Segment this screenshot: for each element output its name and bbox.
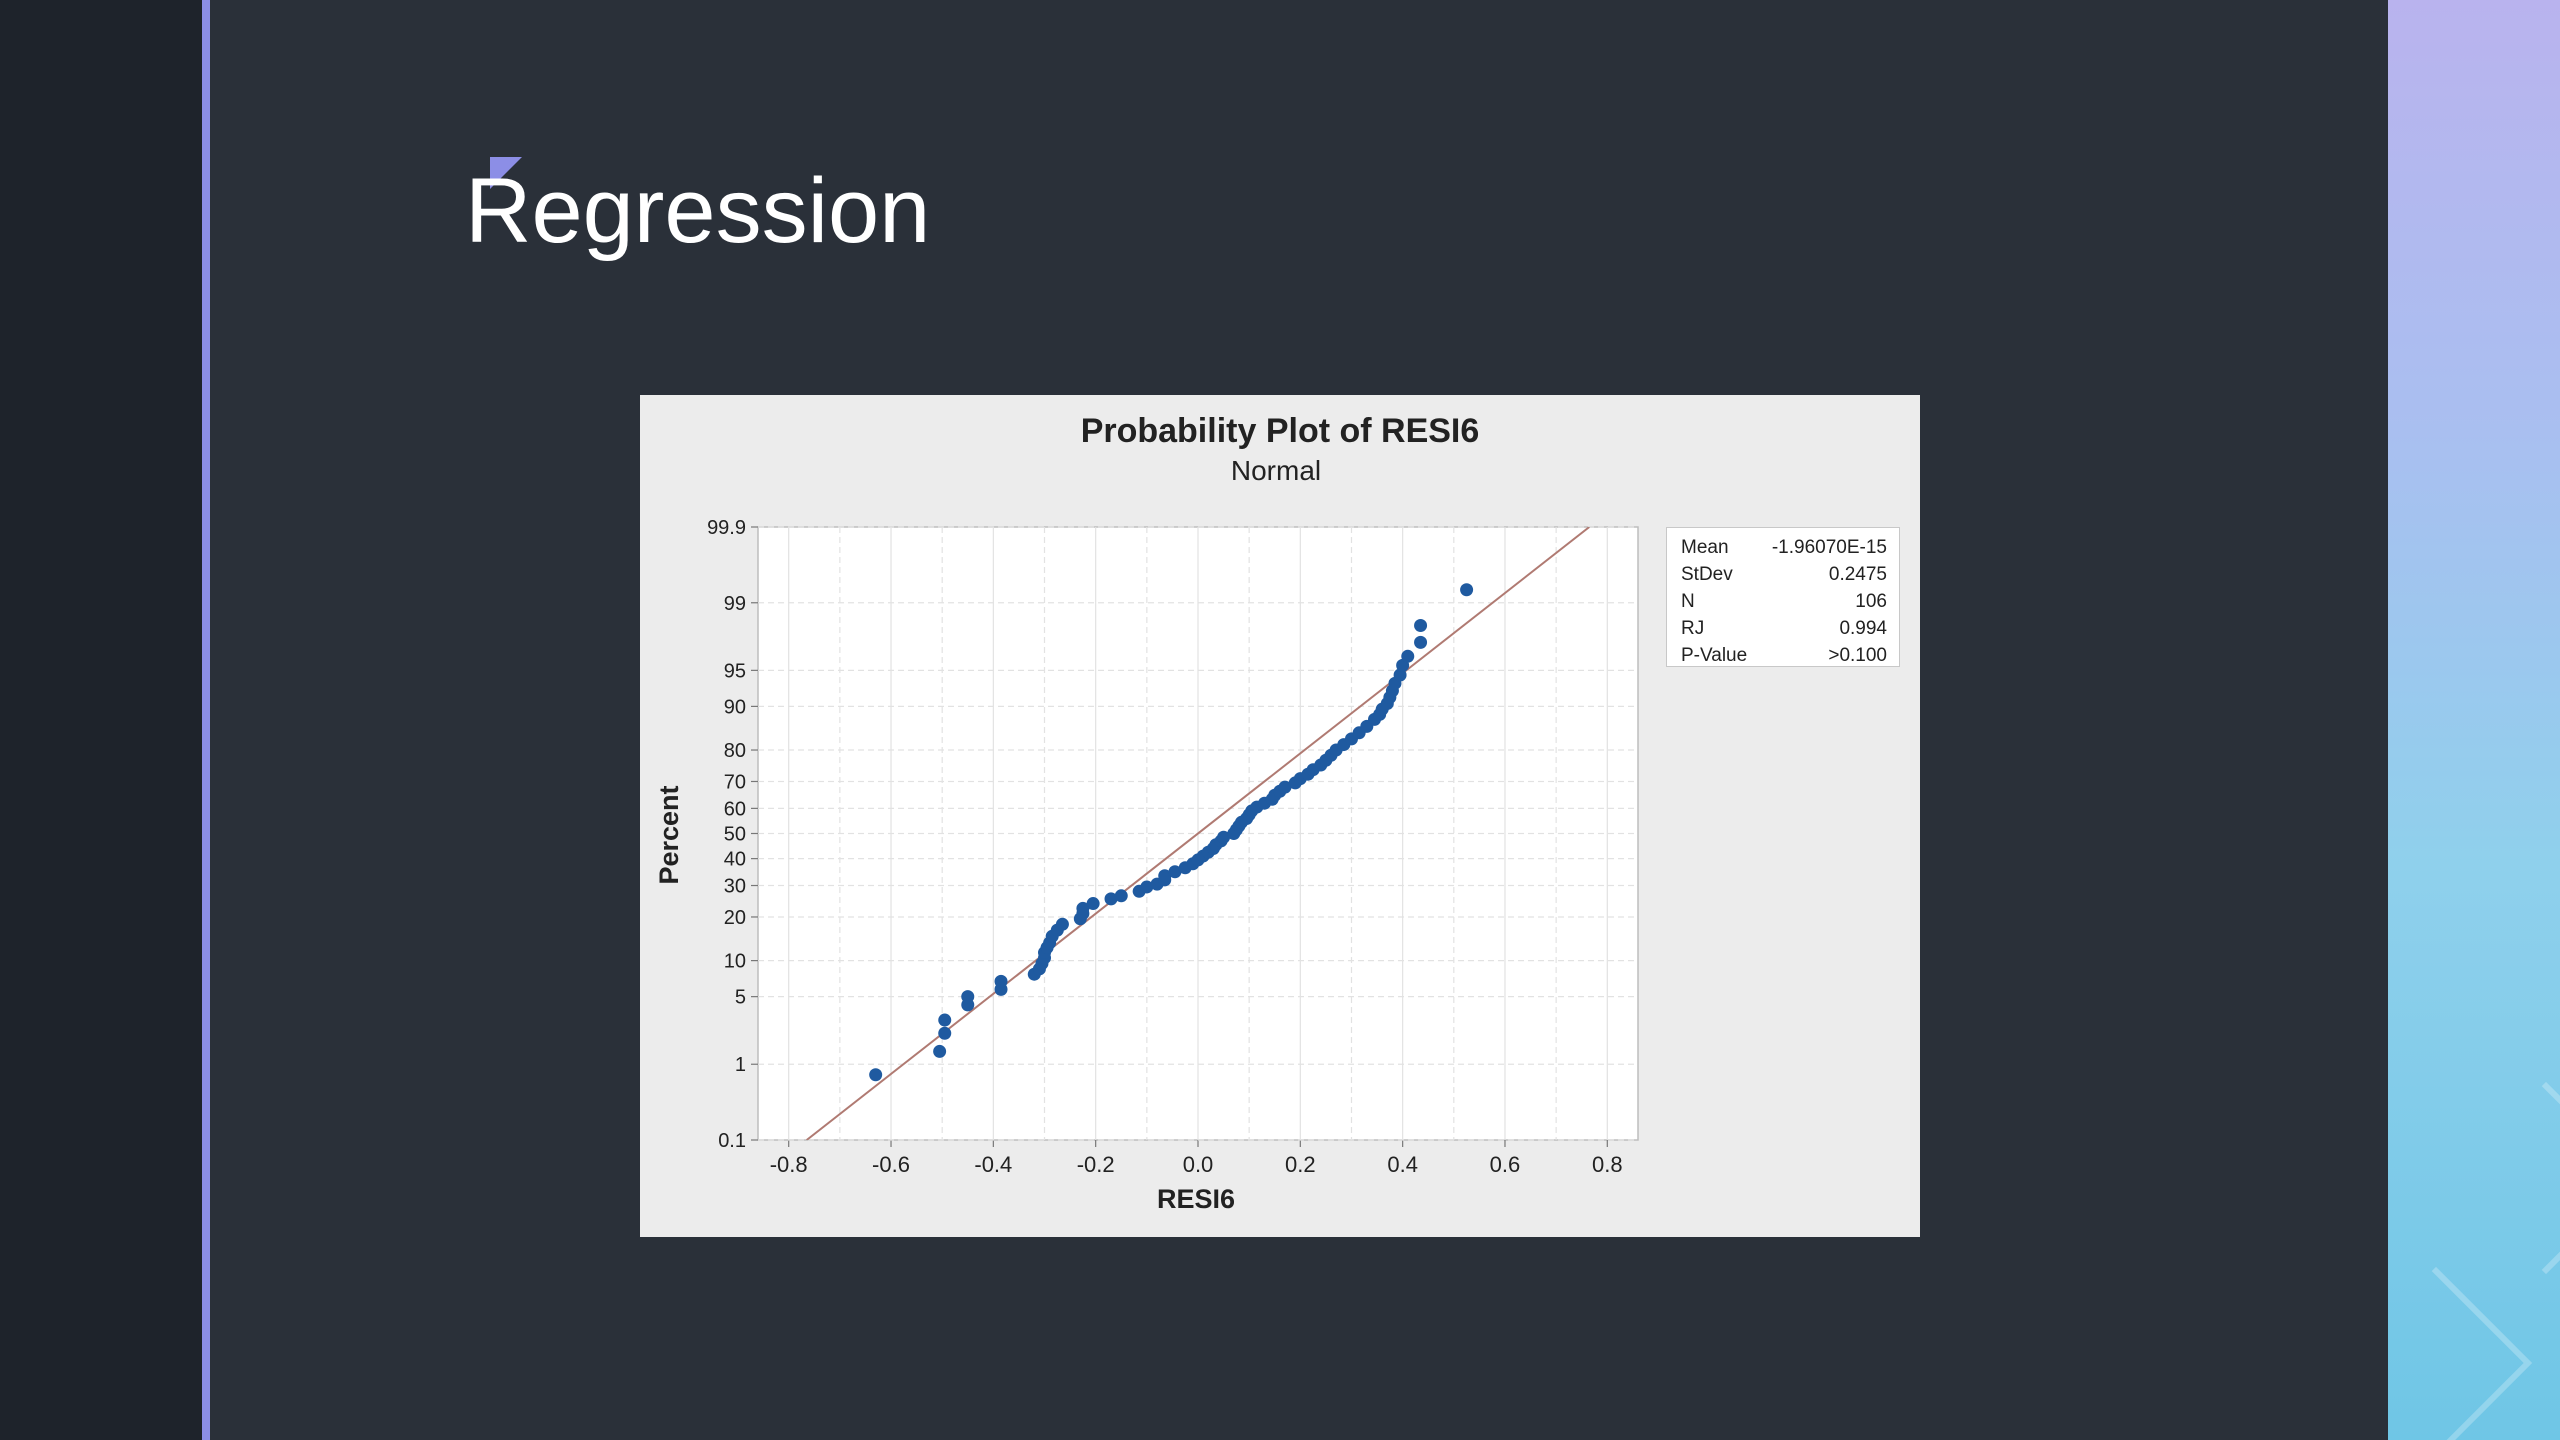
chevron-right-icon [2449, 1081, 2560, 1275]
data-point [938, 1013, 952, 1027]
chevron-right-icon [2388, 1266, 2533, 1440]
left-sidebar-band [0, 0, 202, 1440]
stat-value: 0.2475 [1828, 564, 1887, 585]
y-tick-label: 90 [724, 696, 746, 718]
data-point [1414, 635, 1428, 649]
data-point [1217, 830, 1231, 844]
chart-subtitle: Normal [1231, 455, 1321, 486]
data-point [938, 1026, 952, 1040]
stat-value: -1.96070E-15 [1771, 537, 1887, 558]
data-point [869, 1068, 883, 1082]
stat-value: >0.100 [1828, 645, 1887, 666]
decorative-gradient-panel [2388, 0, 2560, 1440]
y-tick-label: 99 [724, 593, 746, 615]
data-point [933, 1044, 947, 1058]
slide-title: Regression [465, 160, 931, 262]
data-point [1414, 619, 1428, 633]
stat-row: P-Value >0.100 [1681, 642, 1887, 669]
data-point [1140, 880, 1154, 894]
stat-row: RJ 0.994 [1681, 615, 1887, 642]
x-axis-label: RESI6 [1157, 1184, 1235, 1214]
stat-row: StDev 0.2475 [1681, 561, 1887, 588]
plot-area: -0.8 -0.6 -0.4 -0.2 0.0 0.2 0.4 0.6 0.8 0.1 1 5 10 20… [707, 517, 1639, 1177]
y-tick-label: 99.9 [707, 517, 746, 539]
data-point [1104, 892, 1118, 906]
y-tick-label: 20 [724, 907, 746, 929]
stat-row: Mean -1.96070E-15 [1681, 534, 1887, 561]
probability-plot-figure: Probability Plot of RESI6 Normal -0.8 -0.… [640, 395, 1920, 1237]
data-point [1168, 865, 1182, 879]
data-point [1158, 869, 1172, 883]
x-tick-label: -0.6 [872, 1152, 910, 1177]
x-tick-label: -0.8 [770, 1152, 808, 1177]
y-tick-label: 0.1 [718, 1130, 746, 1152]
x-tick-label: -0.4 [974, 1152, 1012, 1177]
stat-row: N 106 [1681, 588, 1887, 615]
y-axis-label: Percent [654, 785, 684, 884]
stat-label: StDev [1681, 564, 1733, 585]
data-point [994, 974, 1008, 988]
x-tick-label: -0.2 [1077, 1152, 1115, 1177]
stat-value: 0.994 [1839, 618, 1887, 639]
x-tick-label: 0.2 [1285, 1152, 1316, 1177]
stat-label: Mean [1681, 537, 1729, 558]
data-point [1401, 649, 1415, 663]
title-corner-mark [490, 157, 522, 189]
data-point [1086, 897, 1100, 911]
x-tick-label: 0.6 [1490, 1152, 1521, 1177]
y-tick-label: 1 [735, 1054, 746, 1076]
fit-line [806, 527, 1590, 1140]
y-tick-label: 40 [724, 849, 746, 871]
data-point [1055, 917, 1069, 931]
data-point [1460, 583, 1474, 597]
y-tick-label: 95 [724, 660, 746, 682]
data-point [961, 990, 975, 1004]
chart-title: Probability Plot of RESI6 [1081, 412, 1480, 450]
x-tick-label: 0.4 [1387, 1152, 1418, 1177]
y-tick-label: 10 [724, 951, 746, 973]
y-tick-label: 60 [724, 798, 746, 820]
stat-value: 106 [1855, 591, 1887, 612]
statistics-legend: Mean -1.96070E-15 StDev 0.2475 N 106 RJ 0.994 P-… [1666, 527, 1900, 667]
y-tick-label: 80 [724, 740, 746, 762]
y-tick-label: 50 [724, 824, 746, 846]
y-tick-label: 70 [724, 771, 746, 793]
probability-plot: Probability Plot of RESI6 Normal -0.8 -0.… [654, 412, 1639, 1214]
x-tick-label: 0.8 [1592, 1152, 1623, 1177]
x-tick-label: 0.0 [1183, 1152, 1214, 1177]
stat-label: P-Value [1681, 645, 1748, 666]
stat-label: N [1681, 591, 1695, 612]
accent-divider [202, 0, 210, 1440]
data-point [1278, 780, 1292, 794]
data-point [1076, 901, 1090, 915]
stat-label: RJ [1681, 618, 1705, 639]
y-tick-label: 5 [735, 987, 746, 1009]
data-point [1114, 889, 1128, 903]
y-tick-label: 30 [724, 876, 746, 898]
